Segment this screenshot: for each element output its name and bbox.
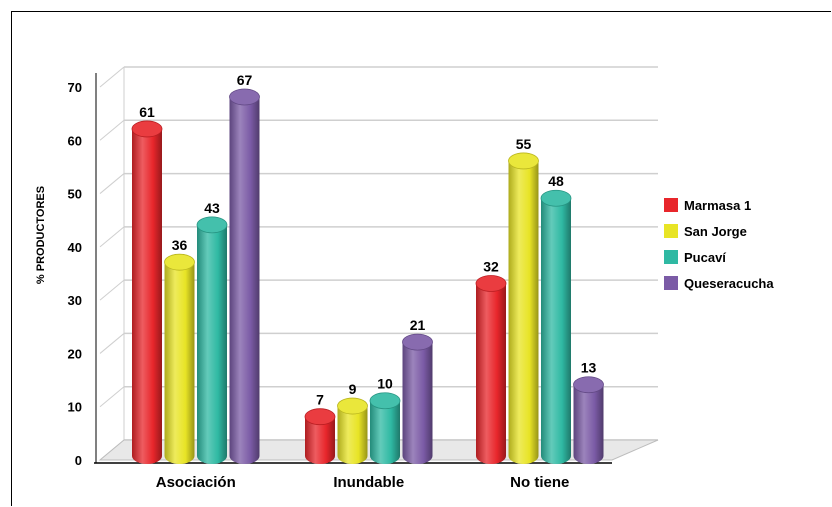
bar (508, 152, 539, 464)
bar-body (305, 416, 335, 464)
data-label: 7 (316, 392, 324, 408)
x-category-label: No tiene (510, 474, 569, 491)
legend-label: San Jorge (684, 224, 747, 239)
bar (131, 120, 163, 464)
y-tick-label: 30 (68, 293, 82, 308)
data-label: 36 (172, 237, 188, 253)
gridline-diagonal (99, 119, 125, 141)
legend-item: San Jorge (664, 224, 747, 239)
y-tick-label: 10 (68, 400, 82, 415)
bar (229, 88, 260, 464)
bar-body (132, 128, 162, 464)
bar-top (540, 189, 572, 207)
gridline-diagonal (99, 173, 125, 194)
y-tick-label: 0 (75, 453, 82, 468)
legend-label: Pucaví (684, 250, 726, 265)
gridline-diagonal (99, 279, 125, 301)
bar-top (369, 392, 401, 410)
bars-layer (131, 88, 604, 464)
bar-top (164, 253, 195, 271)
bar-top (131, 120, 163, 138)
bar-body (164, 262, 195, 464)
data-label: 13 (581, 360, 597, 376)
legend-item: Queseracucha (664, 276, 774, 291)
y-tick-label: 60 (68, 133, 82, 148)
bar (196, 216, 228, 464)
x-category-label: Inundable (333, 474, 404, 491)
legend-swatch (664, 198, 678, 212)
data-label: 67 (237, 72, 253, 88)
bar-body (197, 224, 227, 464)
bar-body (508, 160, 539, 464)
bar (369, 392, 401, 464)
chart-frame (11, 11, 831, 506)
bar-top (304, 408, 336, 426)
bar-body (476, 283, 506, 464)
data-label: 9 (349, 381, 357, 397)
bar-body (573, 384, 604, 464)
y-tick-label: 20 (68, 346, 82, 361)
data-label: 10 (377, 376, 393, 392)
bar-top (229, 88, 260, 106)
bar (337, 397, 368, 464)
bar-top (196, 216, 228, 234)
bar-top (337, 397, 368, 415)
bar-body (541, 198, 571, 464)
bar (540, 189, 572, 464)
bar-top (573, 376, 604, 394)
data-label: 61 (139, 104, 155, 120)
bar-body (337, 406, 368, 464)
gridline-diagonal (99, 386, 125, 408)
data-label: 55 (516, 136, 532, 152)
bar-body (370, 400, 400, 464)
data-label: 48 (548, 173, 564, 189)
legend: Marmasa 1 San Jorge Pucaví Queseracucha (664, 198, 774, 291)
y-tick-label: 40 (68, 240, 82, 255)
bar (304, 408, 336, 464)
y-tick-label: 50 (68, 187, 82, 202)
gridline-diagonal (99, 226, 125, 248)
bar (402, 333, 433, 464)
gridline-diagonal (99, 333, 125, 354)
data-label: 43 (204, 200, 220, 216)
bar-body (229, 96, 260, 464)
bar-body (402, 342, 433, 464)
bar-top (508, 152, 539, 170)
data-label: 32 (483, 258, 499, 274)
bar-top (475, 275, 507, 292)
legend-swatch (664, 224, 678, 238)
bar-top (402, 333, 433, 351)
gridline-diagonal (99, 66, 125, 88)
legend-label: Marmasa 1 (684, 198, 751, 213)
legend-item: Marmasa 1 (664, 198, 751, 213)
legend-swatch (664, 250, 678, 264)
data-label: 21 (410, 317, 426, 333)
labels-layer: 0 10 20 30 40 50 60 70 61 36 43 67 Asociación 7 9 10 21 I… (68, 72, 597, 491)
legend-item: Pucaví (664, 250, 726, 265)
bar (573, 376, 604, 464)
legend-label: Queseracucha (684, 276, 774, 291)
y-tick-label: 70 (68, 80, 82, 95)
y-axis-label: % PRODUCTORES (35, 186, 47, 284)
x-category-label: Asociación (156, 474, 236, 491)
bar (475, 275, 507, 464)
legend-swatch (664, 276, 678, 290)
bar (164, 253, 195, 464)
